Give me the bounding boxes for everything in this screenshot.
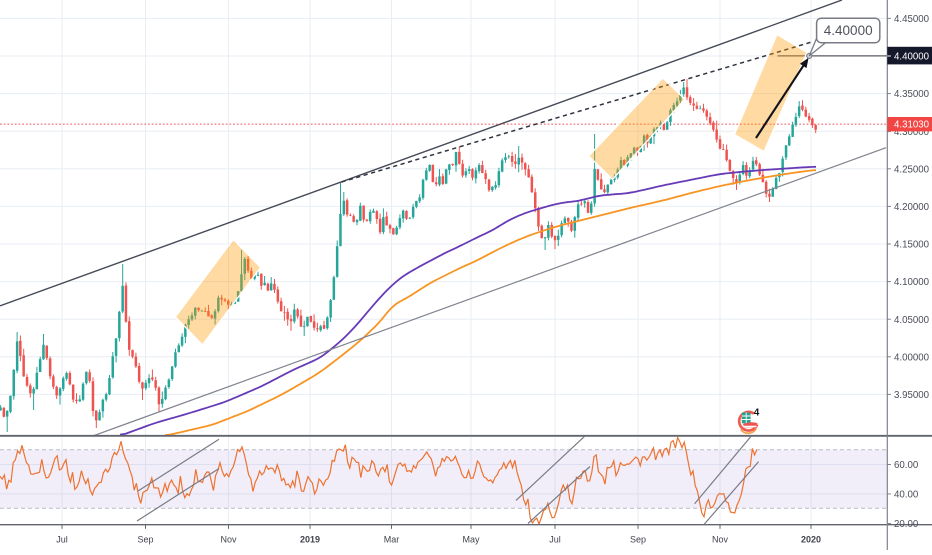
svg-text:4.25000: 4.25000 <box>894 164 930 175</box>
svg-text:4.31030: 4.31030 <box>894 120 930 131</box>
svg-text:4.40000: 4.40000 <box>894 51 930 62</box>
svg-text:Mar: Mar <box>384 535 400 545</box>
svg-text:3.95000: 3.95000 <box>894 390 930 401</box>
svg-text:4.00000: 4.00000 <box>894 352 930 363</box>
svg-text:60.00: 60.00 <box>894 460 919 471</box>
svg-text:4.10000: 4.10000 <box>894 277 930 288</box>
svg-text:4.05000: 4.05000 <box>894 315 930 326</box>
svg-text:4.30000: 4.30000 <box>894 127 930 138</box>
svg-text:4.35000: 4.35000 <box>894 89 930 100</box>
svg-text:4.40000: 4.40000 <box>824 23 873 38</box>
svg-text:4.15000: 4.15000 <box>894 240 930 251</box>
svg-text:4: 4 <box>754 408 760 419</box>
svg-text:Sep: Sep <box>137 535 153 545</box>
svg-text:May: May <box>462 535 480 545</box>
svg-text:Nov: Nov <box>712 535 729 545</box>
svg-text:Jul: Jul <box>549 535 561 545</box>
svg-text:Jul: Jul <box>56 535 68 545</box>
svg-text:4.20000: 4.20000 <box>894 202 930 213</box>
svg-text:4.45000: 4.45000 <box>894 14 930 25</box>
svg-text:2019: 2019 <box>300 535 320 545</box>
svg-text:40.00: 40.00 <box>894 490 919 501</box>
svg-text:Nov: Nov <box>220 535 237 545</box>
svg-text:2020: 2020 <box>801 535 821 545</box>
svg-text:20.00: 20.00 <box>894 519 919 530</box>
svg-text:Sep: Sep <box>630 535 646 545</box>
